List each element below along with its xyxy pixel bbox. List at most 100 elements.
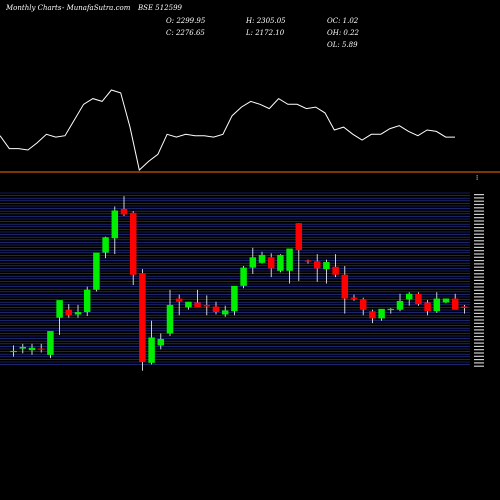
site-label: - MunafaSutra.com [62,4,131,12]
ol-value: OL: 5.89 [327,41,358,49]
candle [451,293,459,310]
candle-body [148,337,155,363]
candle [359,297,367,316]
tick-label [474,220,484,222]
line-series [0,89,455,171]
tick-label [474,286,484,288]
candle [74,304,82,318]
candle [148,320,155,365]
tick-label [474,263,484,265]
candle [267,253,275,278]
price-gridlines [0,192,470,365]
tick-label [474,302,484,305]
candle-body [74,312,82,315]
tick-label [474,240,484,242]
candle [212,301,220,315]
candle [56,300,63,336]
tick-label [474,279,484,281]
candle-body [350,297,358,300]
tick-label [474,299,484,301]
candle-body [387,308,395,311]
tick-label [474,236,484,239]
candle [240,266,247,289]
candle [332,254,339,278]
candle-body [341,274,349,299]
candle [424,300,431,316]
candle-body [313,261,321,269]
candle-body [203,304,211,307]
candle-body [157,339,165,346]
tick-label [474,217,484,219]
candle [231,285,238,316]
tick-label [474,349,484,351]
candle-body [249,257,257,268]
candle-body [56,300,63,318]
candle-body [83,289,91,313]
tick-label [474,273,484,275]
candle-body [231,285,238,312]
candle-body [28,347,36,351]
candle-body [240,267,247,286]
tick-label [474,207,484,209]
tick-label [474,319,484,321]
tick-label [474,227,484,229]
candle [194,289,201,308]
candle [10,345,17,357]
tick-label [474,266,484,268]
candle-body [433,298,441,312]
tick-label [474,359,484,361]
candle [341,266,349,314]
candle [304,259,312,264]
candle-body [37,348,45,350]
candle-body [323,262,330,270]
candle [415,292,422,306]
candle-body [451,298,459,310]
candle [396,293,404,312]
candle [295,223,303,282]
candle [405,292,413,306]
tick-label [474,355,484,357]
candle-body [65,309,73,316]
tick-label [474,260,484,262]
candle-body [93,252,100,290]
tick-label [474,250,484,252]
tick-label [474,339,484,341]
candle [203,295,211,316]
candle [83,286,91,317]
tick-label [474,293,484,295]
candle [93,252,100,292]
candle-body [277,254,284,271]
candle-body [286,248,293,271]
tick-label [474,230,484,232]
candlesticks [10,196,468,371]
tick-label [474,296,484,298]
tick-label [474,243,484,245]
tick-label [474,210,484,212]
oc-value: OC: 1.02 [327,17,359,25]
candle [387,308,395,314]
tick-label [474,256,484,258]
candle-body [332,266,339,275]
tick-label [474,365,484,367]
candle-body [369,311,376,319]
candle-body [194,302,201,308]
symbol-label: BSE 512599 [138,4,182,12]
tick-label [474,309,484,311]
tick-label [474,269,484,272]
candle [102,236,109,259]
candle-body [415,293,422,305]
oh-value: OH: 0.22 [327,29,360,37]
candle [129,211,137,286]
candle [442,298,450,304]
tick-label [474,200,484,202]
tick-label [474,194,484,196]
candle [369,309,376,324]
candle-body [102,237,109,253]
tick-label [474,223,484,225]
candle [286,248,293,284]
candle-body [212,306,220,313]
candle-body [442,298,450,303]
candle [37,343,45,353]
candle-body [424,302,431,312]
tick-label [474,253,484,255]
